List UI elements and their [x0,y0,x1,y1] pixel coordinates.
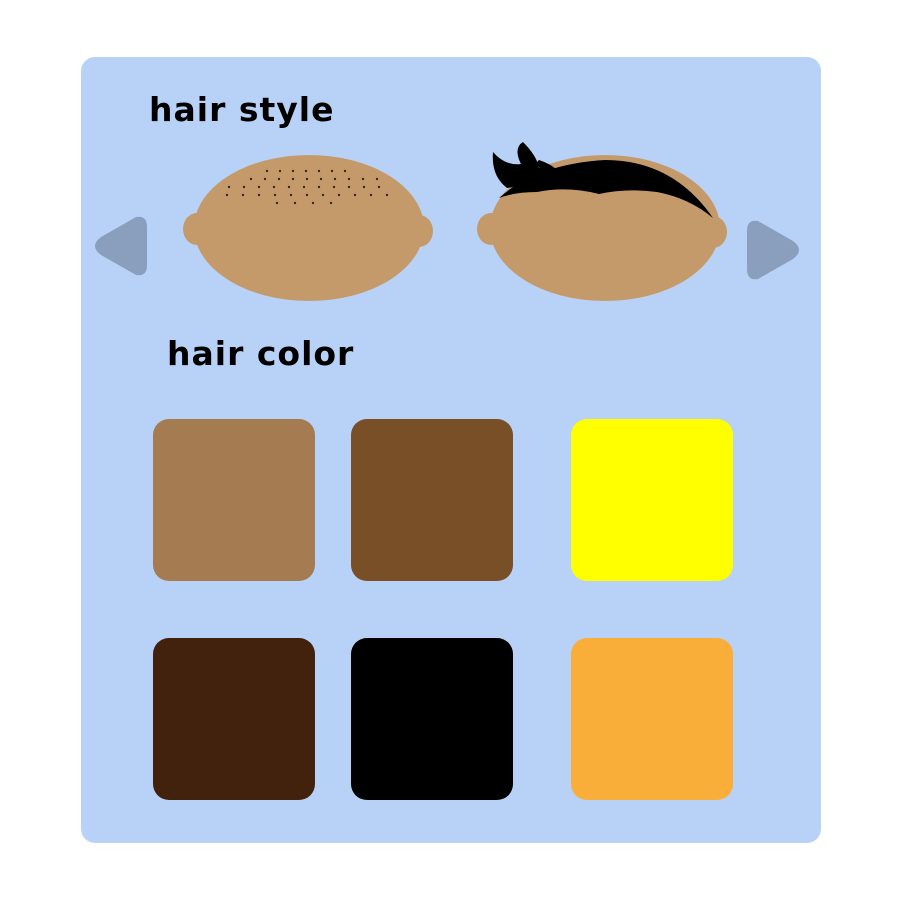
stubble-dot [265,169,269,173]
head-swoop-hair-icon [477,142,727,301]
stubble-dot [304,169,308,173]
stubble-dot [242,185,246,189]
stubble-dot [249,177,253,181]
stubble-dot [332,185,336,189]
stubble-dot [329,201,333,205]
stubble-dot [302,185,306,189]
stubble-dot [333,177,337,181]
stubble-dot [289,193,293,197]
color-swatch-medium-brown[interactable] [351,419,513,581]
stubble-dot [241,193,245,197]
bald-head-stubble-icon [183,155,433,301]
face [194,155,424,301]
hair-tuft-tip [537,160,557,174]
color-swatch-dark-brown[interactable] [153,638,315,800]
hair-color-heading: hair color [167,334,355,373]
stubble-dot [293,201,297,205]
stubble-dot [377,185,381,189]
hair-swoop [499,160,713,218]
stubble-dot [287,185,291,189]
stubble-dot [361,177,365,181]
stubble-dot [273,193,277,197]
stubble-dot [278,169,282,173]
previous-arrow-shape [95,216,147,276]
hair-style-heading: hair style [149,90,335,129]
stubble-dot [257,185,261,189]
stubble-dot [330,169,334,173]
stubble-dot [311,201,315,205]
stubble-dot [275,201,279,205]
color-swatch-black[interactable] [351,638,513,800]
stubble-dot [385,193,389,197]
hair-tuft [492,142,555,188]
stubble-dot [305,193,309,197]
stubble-dot [375,177,379,181]
stubble-dot [319,177,323,181]
color-swatch-light-brown[interactable] [153,419,315,581]
hair-style-option-swoop[interactable] [477,142,733,302]
customization-panel: hair style hair color [81,57,821,843]
stubble-dot [263,177,267,181]
stubble-dots [225,169,389,205]
previous-style-arrow-icon[interactable] [89,215,149,277]
stubble-dot [277,177,281,181]
stubble-dot [362,185,366,189]
stubble-dot [347,185,351,189]
stubble-dot [369,193,373,197]
stubble-dot [225,193,229,197]
hair-style-option-buzz-cut[interactable] [181,155,437,301]
stubble-dot [347,177,351,181]
stubble-dot [353,193,357,197]
next-style-arrow-icon[interactable] [745,219,805,281]
stubble-dot [257,193,261,197]
stubble-dot [227,185,231,189]
stubble-dot [321,193,325,197]
stubble-dot [305,177,309,181]
color-swatch-orange[interactable] [571,638,733,800]
stubble-dot [272,185,276,189]
stubble-dot [317,185,321,189]
stubble-dot [317,169,321,173]
color-swatch-yellow[interactable] [571,419,733,581]
stubble-dot [337,193,341,197]
stubble-dot [343,169,347,173]
next-arrow-shape [747,220,799,280]
stubble-dot [291,169,295,173]
stubble-dot [291,177,295,181]
